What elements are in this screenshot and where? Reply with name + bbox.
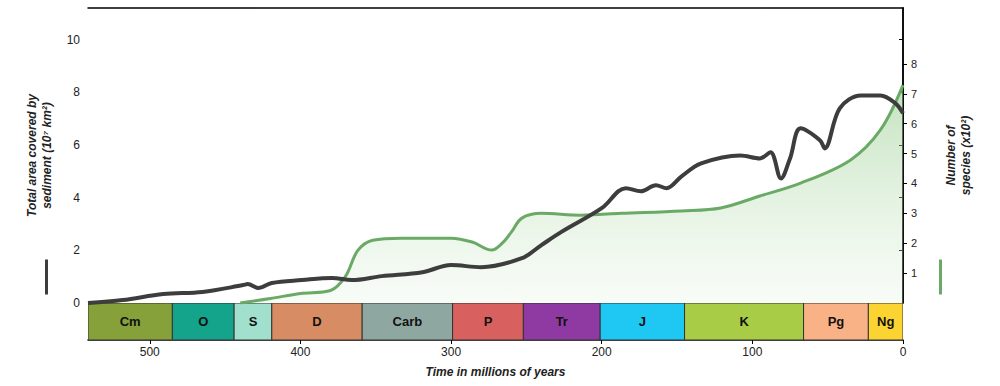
svg-text:4: 4	[73, 191, 80, 205]
svg-text:3: 3	[911, 207, 917, 219]
svg-text:6: 6	[911, 118, 917, 130]
svg-text:300: 300	[441, 345, 461, 359]
svg-text:6: 6	[73, 138, 80, 152]
svg-text:K: K	[739, 314, 749, 329]
svg-text:sediment (10⁷ km²): sediment (10⁷ km²)	[40, 102, 54, 209]
svg-text:Total area covered by: Total area covered by	[25, 93, 39, 217]
svg-text:0: 0	[73, 296, 80, 310]
svg-text:Number of: Number of	[944, 124, 958, 185]
svg-text:10: 10	[67, 33, 81, 47]
svg-text:100: 100	[742, 345, 762, 359]
svg-text:400: 400	[290, 345, 310, 359]
svg-text:Tr: Tr	[556, 314, 568, 329]
svg-text:Carb: Carb	[393, 314, 423, 329]
svg-text:J: J	[639, 314, 646, 329]
svg-text:Time in millions of years: Time in millions of years	[426, 365, 566, 379]
svg-text:Pg: Pg	[828, 314, 845, 329]
svg-text:S: S	[249, 314, 258, 329]
svg-text:8: 8	[73, 85, 80, 99]
svg-text:Ng: Ng	[877, 314, 894, 329]
svg-text:D: D	[312, 314, 321, 329]
svg-text:8: 8	[911, 58, 917, 70]
svg-text:7: 7	[911, 88, 917, 100]
svg-text:species (x10²): species (x10²)	[959, 116, 973, 195]
svg-text:2: 2	[911, 237, 917, 249]
svg-text:200: 200	[592, 345, 612, 359]
svg-text:Cm: Cm	[120, 314, 141, 329]
svg-text:O: O	[198, 314, 208, 329]
svg-text:2: 2	[73, 243, 80, 257]
svg-text:P: P	[484, 314, 493, 329]
svg-text:500: 500	[140, 345, 160, 359]
svg-text:4: 4	[911, 177, 917, 189]
svg-text:1: 1	[911, 267, 917, 279]
svg-text:0: 0	[900, 345, 907, 359]
svg-text:5: 5	[911, 148, 917, 160]
